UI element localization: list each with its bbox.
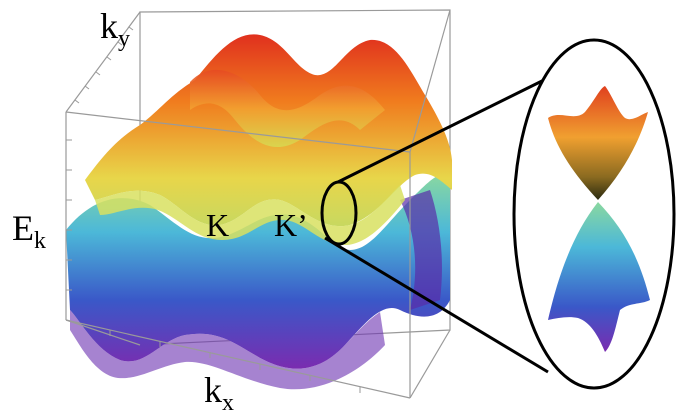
upper-cone — [548, 86, 648, 200]
zoom-connector-lines — [324, 76, 549, 374]
dirac-cone-inset — [512, 38, 676, 390]
plot-box-front — [65, 9, 451, 399]
ek-axis-label: Ek — [12, 208, 46, 254]
kx-axis-label: kx — [204, 370, 234, 416]
ky-axis-label: ky — [100, 6, 130, 52]
k-prime-point-label: K’ — [274, 207, 308, 243]
k-point-label: K — [206, 207, 229, 243]
upper-band-surface — [85, 34, 452, 245]
lower-cone — [548, 202, 650, 352]
axis-ticks — [66, 26, 361, 393]
lower-band-surface — [66, 173, 450, 390]
